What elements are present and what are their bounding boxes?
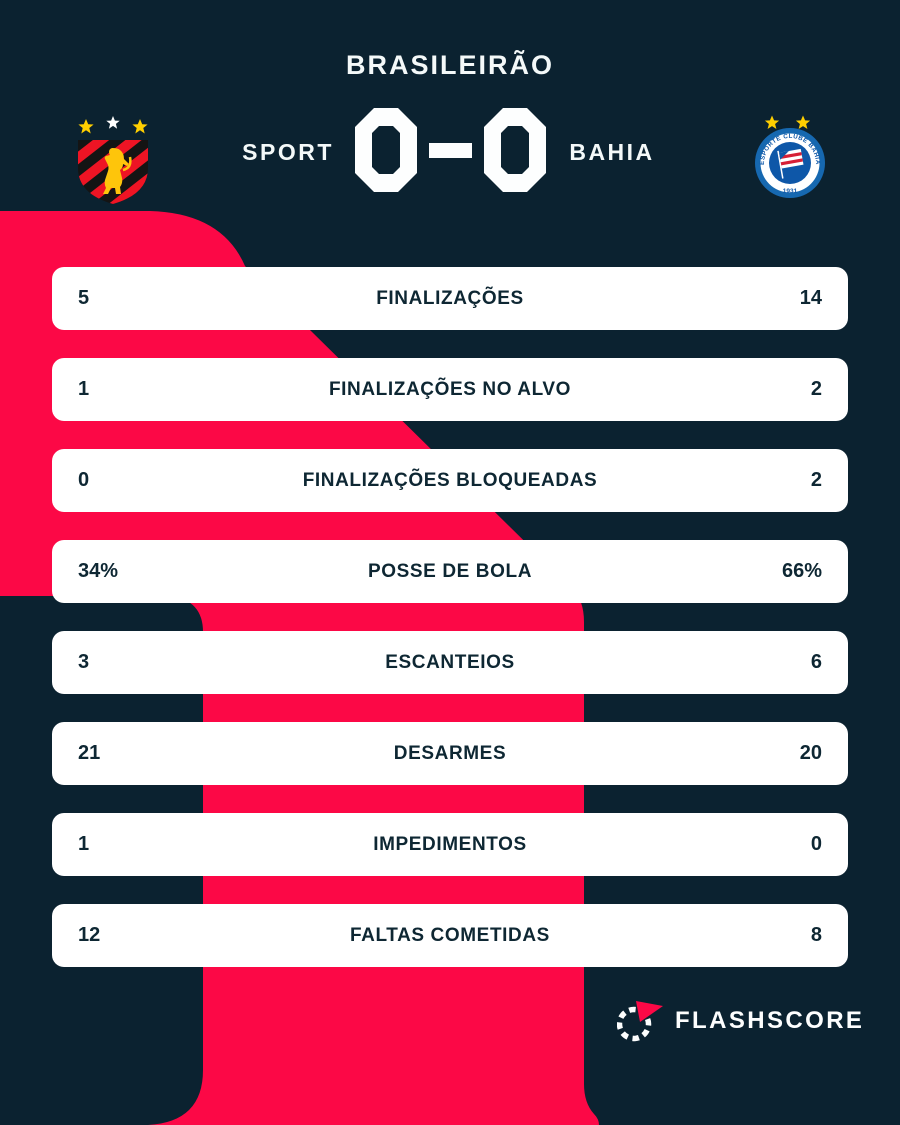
stat-away-value: 20 [799, 742, 822, 764]
flashscore-brand: FLASHSCORE [617, 996, 864, 1046]
stat-label: FINALIZAÇÕES BLOQUEADAS [302, 469, 598, 491]
stat-label: ESCANTEIOS [385, 651, 515, 673]
away-team-name: BAHIA [569, 139, 655, 165]
stat-row: 1 FINALIZAÇÕES NO ALVO 2 [52, 358, 848, 421]
stat-label: FINALIZAÇÕES NO ALVO [328, 378, 572, 400]
stat-away-value: 6 [810, 651, 822, 673]
stat-home-value: 12 [78, 924, 101, 946]
stat-away-value: 2 [810, 378, 822, 400]
star-icon [132, 119, 148, 134]
stat-label: POSSE DE BOLA [367, 560, 533, 582]
score-separator [429, 142, 472, 158]
home-team-name: SPORT [242, 139, 334, 165]
stat-row: 34% POSSE DE BOLA 66% [52, 540, 848, 603]
stat-label: DESARMES [393, 742, 507, 764]
stat-home-value: 1 [78, 833, 90, 855]
sport-crest-icon [78, 116, 148, 204]
stat-row: 5 FINALIZAÇÕES 14 [52, 267, 848, 330]
flashscore-logo-icon [617, 1001, 663, 1042]
stat-home-value: 3 [78, 651, 90, 673]
competition-title: BRASILEIRÃO [345, 50, 554, 80]
stat-label: FALTAS COMETIDAS [350, 924, 550, 946]
bahia-crest-icon: ESPORTE CLUBE BAHIA 1931 [755, 115, 825, 198]
stat-away-value: 0 [810, 833, 822, 855]
stat-home-value: 1 [78, 378, 90, 400]
stat-away-value: 2 [810, 469, 822, 491]
star-icon [106, 116, 120, 129]
stats-list: 5 FINALIZAÇÕES 14 1 FINALIZAÇÕES NO ALVO… [52, 267, 848, 995]
stat-away-value: 8 [810, 924, 822, 946]
stat-row: 0 FINALIZAÇÕES BLOQUEADAS 2 [52, 449, 848, 512]
bahia-flag [777, 148, 804, 179]
home-score-digit [355, 108, 417, 192]
stat-away-value: 14 [799, 287, 822, 309]
stat-row: 3 ESCANTEIOS 6 [52, 631, 848, 694]
star-icon [795, 115, 811, 129]
bahia-founding-year: 1931 [783, 188, 798, 195]
stat-home-value: 5 [78, 287, 90, 309]
stat-label: IMPEDIMENTOS [373, 833, 527, 855]
star-icon [78, 119, 94, 134]
stat-row: 21 DESARMES 20 [52, 722, 848, 785]
stat-away-value: 66% [781, 560, 822, 582]
stat-label: FINALIZAÇÕES [376, 287, 524, 309]
stat-row: 12 FALTAS COMETIDAS 8 [52, 904, 848, 967]
star-icon [764, 115, 780, 129]
flashscore-wordmark: FLASHSCORE [675, 1007, 865, 1034]
stat-home-value: 21 [78, 742, 101, 764]
away-score-digit [484, 108, 546, 192]
stat-row: 1 IMPEDIMENTOS 0 [52, 813, 848, 876]
lion-icon [103, 148, 132, 194]
stat-home-value: 34% [78, 560, 119, 582]
score: 0 0 [355, 108, 546, 192]
stat-home-value: 0 [78, 469, 90, 491]
